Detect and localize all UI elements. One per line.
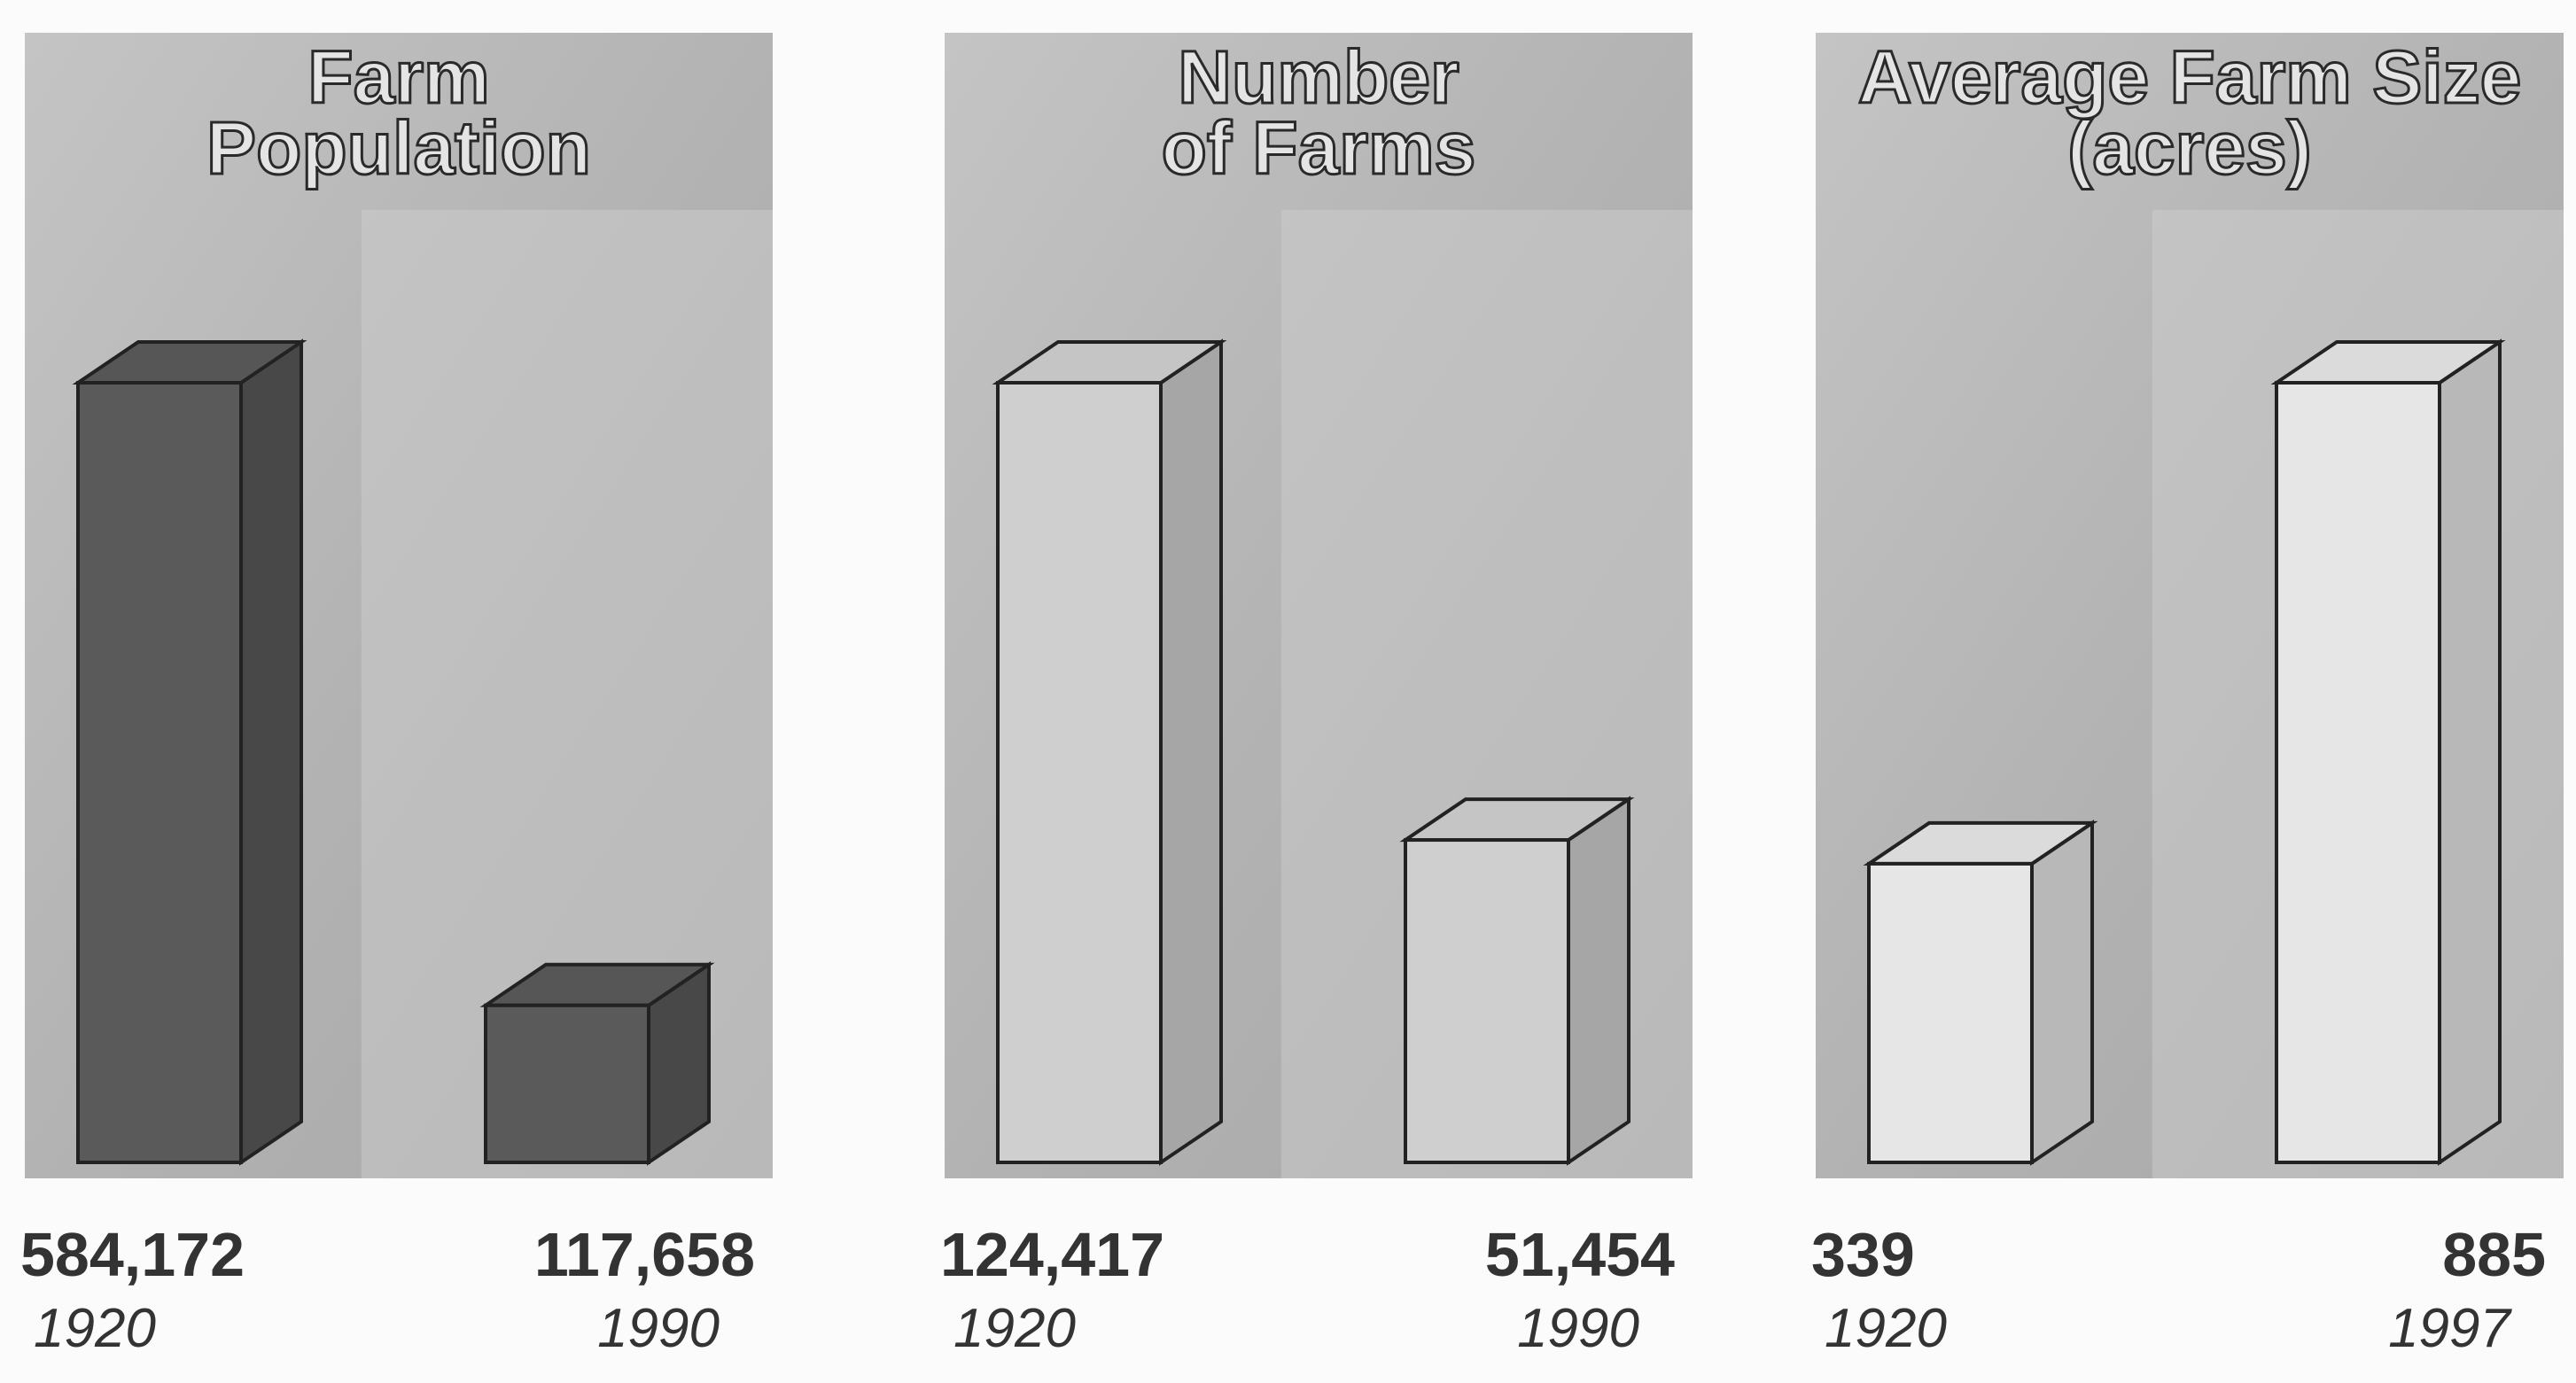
value-label: 339 (1811, 1220, 1915, 1289)
x-tick-label: 1990 (597, 1298, 720, 1359)
chart-title: Farm Population (206, 35, 593, 190)
bar (1867, 861, 2034, 1165)
bar-side (1159, 338, 1223, 1166)
x-tick-label: 1920 (1825, 1298, 1947, 1359)
value-label: 124,417 (940, 1220, 1164, 1289)
value-label: 584,172 (20, 1220, 245, 1289)
x-tick-label: 1920 (34, 1298, 156, 1359)
bar (1404, 838, 1570, 1164)
value-label: 51,454 (1485, 1220, 1675, 1289)
bar (2275, 381, 2441, 1164)
value-label: 885 (2442, 1220, 2546, 1289)
bar (484, 1003, 650, 1164)
bar-side (2438, 338, 2502, 1166)
bar-side (2030, 820, 2094, 1166)
bar-side (1567, 796, 1630, 1166)
value-label: 117,658 (534, 1220, 755, 1289)
x-tick-label: 1997 (2388, 1298, 2512, 1359)
bar-side (239, 338, 303, 1166)
chart-title: Average Farm Size (acres) (1856, 35, 2523, 190)
bar (76, 381, 243, 1164)
chart-title: Number of Farms (1160, 35, 1477, 190)
x-tick-label: 1990 (1517, 1298, 1639, 1359)
x-tick-label: 1920 (953, 1298, 1076, 1359)
bar (996, 381, 1163, 1164)
